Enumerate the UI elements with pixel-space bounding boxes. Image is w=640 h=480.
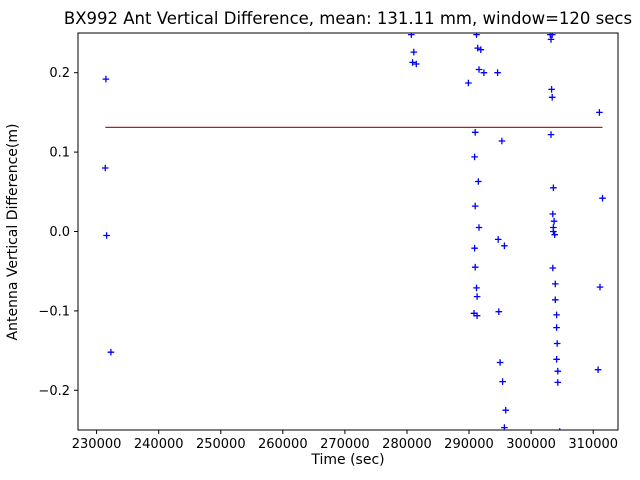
data-point-marker [551, 231, 558, 238]
data-point-marker [547, 131, 555, 138]
data-point-marker [596, 109, 603, 116]
data-point-marker [480, 69, 488, 76]
x-tick-label: 250000 [196, 437, 246, 452]
data-point-marker [410, 48, 418, 56]
y-tick-label: −0.1 [38, 304, 70, 319]
data-point-marker [494, 69, 501, 76]
data-point-marker [549, 210, 557, 218]
x-tick-label: 230000 [72, 437, 122, 452]
y-tick-label: 0.0 [49, 225, 70, 240]
data-point-marker [559, 428, 561, 430]
data-point-marker [552, 280, 559, 288]
data-point-marker [474, 44, 481, 52]
data-point-marker [471, 202, 479, 210]
data-point-marker [473, 284, 480, 292]
data-point-marker [496, 359, 504, 366]
data-point-marker [547, 36, 555, 43]
axes: 230000 240000 250000 260000 270000 280000 2900… [38, 32, 619, 452]
data-point-marker [552, 296, 559, 304]
data-point-marker [471, 153, 478, 161]
data-point-marker [409, 59, 416, 66]
data-point-marker [471, 263, 479, 271]
data-point-marker [553, 311, 560, 319]
data-point-marker [494, 236, 502, 243]
data-point-marker [102, 75, 110, 83]
data-point-marker [553, 340, 561, 347]
data-point-marker [554, 367, 562, 375]
chart-title: BX992 Ant Vertical Difference, mean: 131… [64, 9, 632, 28]
data-point-marker [499, 378, 506, 385]
data-point-marker [471, 244, 478, 252]
data-point-marker [103, 232, 110, 239]
y-axis-label: Antenna Vertical Difference(m) [5, 124, 21, 341]
data-point-marker [550, 217, 558, 225]
data-point-marker [550, 228, 557, 235]
data-point-marker [413, 60, 420, 68]
data-point-marker [548, 33, 556, 38]
data-point-marker [596, 283, 604, 291]
data-point-marker [501, 424, 508, 430]
data-point-marker [102, 164, 109, 172]
data-point-marker [502, 406, 509, 414]
data-point-marker [475, 66, 483, 73]
data-point-marker [554, 379, 562, 386]
data-point-marker [475, 224, 483, 231]
data-point-marker [553, 324, 560, 331]
data-point-marker [594, 366, 602, 373]
data-point-marker [477, 46, 485, 53]
data-point-marker [471, 129, 479, 136]
data-point-marker [107, 348, 115, 356]
x-tick-label: 290000 [444, 437, 494, 452]
data-point-marker [498, 137, 506, 145]
data-point-marker [473, 293, 481, 300]
data-point-marker [473, 312, 481, 319]
data-point-marker [465, 79, 472, 87]
y-tick-label: 0.2 [49, 66, 70, 81]
data-point-marker [501, 242, 508, 250]
data-point-marker [548, 86, 555, 93]
data-point-marker [599, 194, 606, 202]
data-point-marker [475, 178, 482, 185]
x-tick-label: 260000 [258, 437, 308, 452]
x-tick-label: 280000 [382, 437, 432, 452]
data-point-marker [553, 356, 560, 363]
x-tick-label: 300000 [506, 437, 556, 452]
data-point-marker [495, 308, 503, 315]
data-point-marker [473, 33, 480, 38]
data-point-marker [550, 184, 557, 192]
data-point-marker [408, 33, 415, 38]
y-tick-label: 0.1 [49, 146, 70, 161]
x-tick-label: 310000 [568, 437, 618, 452]
y-tick-label: −0.2 [38, 384, 70, 399]
x-axis-label: Time (sec) [310, 452, 384, 468]
x-tick-label: 270000 [320, 437, 370, 452]
data-points [102, 33, 606, 430]
plot-frame [77, 32, 619, 431]
data-point-marker [549, 264, 557, 272]
x-tick-label: 240000 [134, 437, 184, 452]
data-point-marker [548, 94, 556, 101]
